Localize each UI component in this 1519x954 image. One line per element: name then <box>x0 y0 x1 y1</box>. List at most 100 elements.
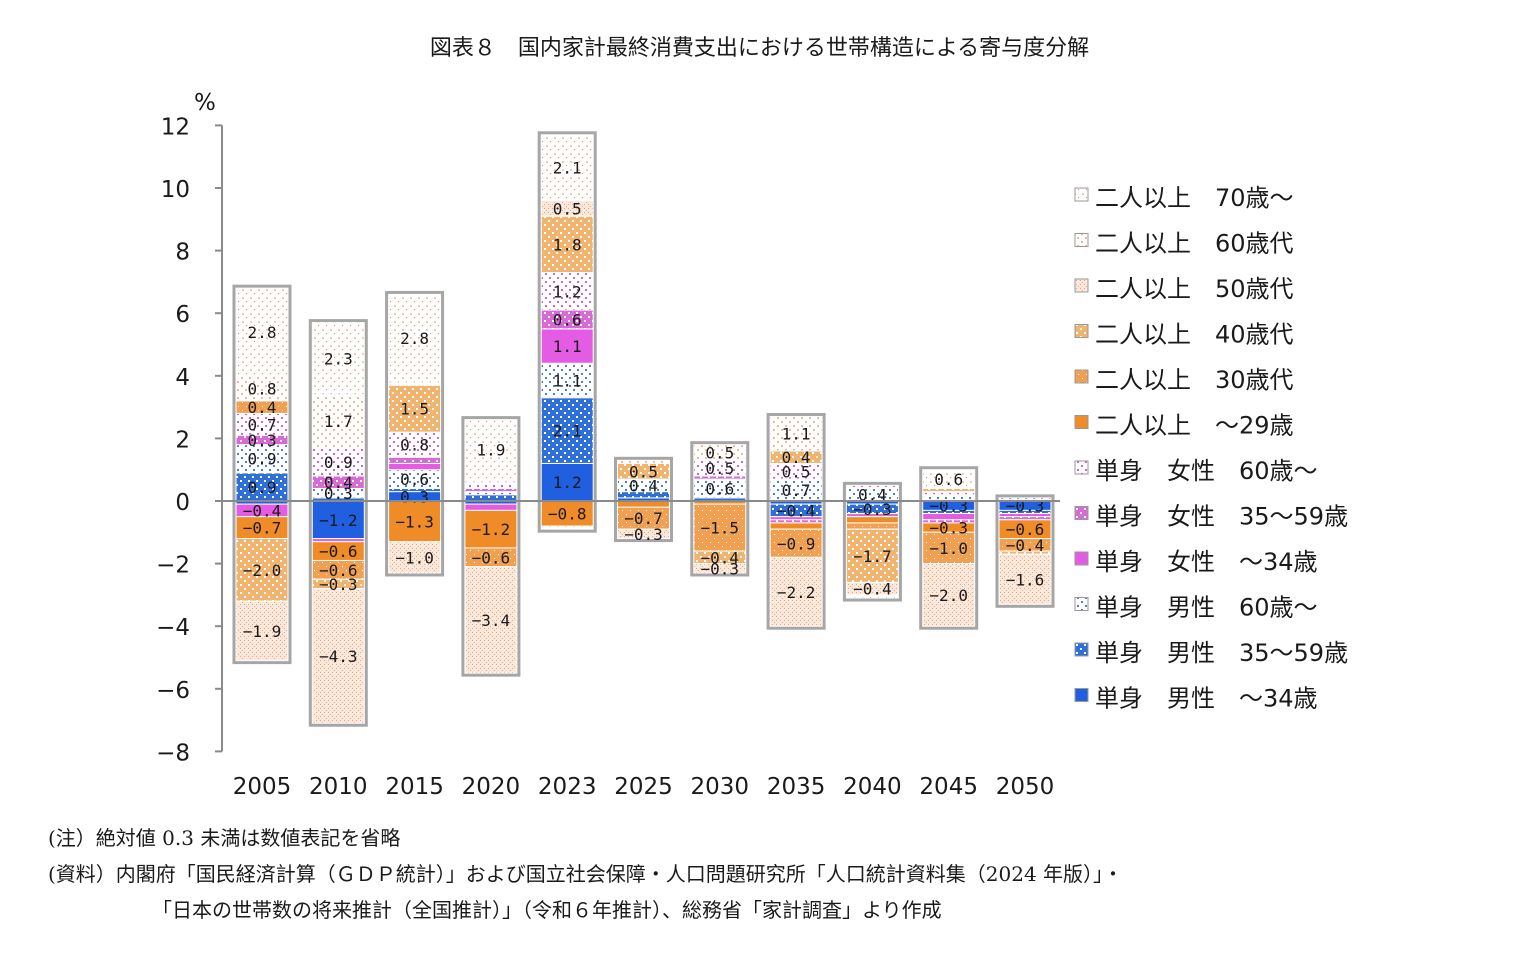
legend-swatch <box>1074 688 1089 702</box>
data-label: 2.1 <box>553 422 582 441</box>
x-tick-label: 2023 <box>538 774 597 800</box>
data-label: 0.3 <box>400 487 429 506</box>
bar-segment <box>388 456 442 464</box>
data-label: 0.6 <box>400 470 429 489</box>
x-tick-label: 2030 <box>691 774 750 800</box>
x-tick-label: 2050 <box>996 774 1055 800</box>
data-label: 0.8 <box>400 436 429 455</box>
bar-segment <box>845 594 899 599</box>
bar-outline <box>537 131 597 533</box>
bar-segment <box>540 500 594 527</box>
data-label: 0.4 <box>858 486 887 505</box>
bar-segment <box>693 444 747 461</box>
data-label: −0.4 <box>1006 536 1045 555</box>
legend-label: 二人以上 70歳～ <box>1095 184 1294 212</box>
y-tick-label: −4 <box>156 615 190 641</box>
x-tick-label: 2020 <box>462 774 521 800</box>
bar-outline <box>995 494 1055 608</box>
legend-swatch <box>1074 460 1089 475</box>
axis-layer: 2005 2010 2015 2020 2023 2025 2030 2035 2040 2045… <box>156 90 1060 800</box>
legend-swatch <box>1074 369 1089 384</box>
bar-segment <box>235 600 289 662</box>
data-label: 2.8 <box>248 323 277 342</box>
y-tick-label: 4 <box>175 365 190 391</box>
data-label: 0.5 <box>629 462 658 481</box>
data-label: −1.5 <box>701 519 740 538</box>
legend-label: 単身 男性 ～34歳 <box>1095 685 1318 713</box>
bar-outline <box>308 319 368 727</box>
bar-segment <box>769 415 823 452</box>
data-label: −1.6 <box>1006 570 1045 589</box>
bar-segment <box>235 472 289 502</box>
legend-label: 二人以上 40歳代 <box>1095 321 1294 349</box>
data-label: 0.7 <box>248 415 277 434</box>
bar-outline <box>385 290 445 577</box>
data-label: −0.3 <box>853 500 892 519</box>
bar-outline <box>766 412 826 630</box>
data-label: −0.4 <box>853 580 892 599</box>
legend-label: 単身 女性 ～34歳 <box>1095 548 1318 576</box>
legend-label: 二人以上 50歳代 <box>1095 275 1294 303</box>
legend-swatch <box>1074 415 1089 429</box>
y-tick-label: −6 <box>156 678 190 704</box>
data-label: 0.4 <box>324 473 353 492</box>
bar-segment <box>311 588 365 724</box>
x-tick-label: 2040 <box>843 774 902 800</box>
data-label: 0.6 <box>934 470 963 489</box>
bar-segment <box>540 328 594 364</box>
data-label: 2.3 <box>324 350 353 369</box>
data-label: 0.5 <box>705 459 734 478</box>
legend-label: 二人以上 ～29歳 <box>1095 412 1294 440</box>
x-tick-label: 2035 <box>767 774 826 800</box>
note-text: (注）絶対値 0.3 未満は数値表記を省略 <box>48 826 401 850</box>
legend-label: 単身 男性 35～59歳 <box>1095 639 1348 667</box>
bar-outline <box>461 416 521 677</box>
bar-segment <box>540 362 594 399</box>
legend-swatch <box>1074 597 1089 611</box>
bar-segment <box>235 287 289 377</box>
data-label: 0.3 <box>248 431 277 450</box>
legend-swatch <box>1074 551 1089 566</box>
y-tick-label: 6 <box>175 302 190 328</box>
data-label: 1.2 <box>553 473 582 492</box>
bar-segment <box>388 431 442 458</box>
y-tick-label: 8 <box>175 240 190 266</box>
bar-segment <box>769 556 823 627</box>
data-label: −0.8 <box>548 505 587 524</box>
source-text-line2: 「日本の世帯数の将来推計（全国推計）」（令和６年推計）、総務省「家計調査」より作… <box>152 898 942 922</box>
y-axis-unit: % <box>194 90 216 116</box>
x-tick-label: 2005 <box>233 774 292 800</box>
data-label: 1.8 <box>553 235 582 254</box>
bar-segment <box>388 541 442 574</box>
data-label: 1.7 <box>324 412 353 431</box>
bar-segment <box>922 531 976 565</box>
data-label: 0.9 <box>324 453 353 472</box>
bars-layer <box>232 131 1055 727</box>
data-label: −0.9 <box>777 534 816 553</box>
data-label: −1.3 <box>395 512 434 531</box>
data-label: −0.4 <box>777 501 816 520</box>
data-label: 1.5 <box>400 400 429 419</box>
bar-segment <box>540 134 594 202</box>
bar-segment <box>540 397 594 464</box>
y-tick-label: 0 <box>175 490 190 516</box>
bar-outline <box>690 441 750 577</box>
data-label: 1.2 <box>553 282 582 301</box>
data-label: −0.7 <box>243 519 282 538</box>
data-label: −1.2 <box>472 520 511 539</box>
bar-segment <box>388 462 442 471</box>
data-label: −1.2 <box>319 511 358 530</box>
y-tick-label: 2 <box>175 427 190 453</box>
bar-segment <box>998 553 1052 605</box>
bar-segment <box>235 538 289 602</box>
data-label: −0.7 <box>624 509 663 528</box>
y-tick-label: 12 <box>161 114 190 140</box>
data-label: −0.4 <box>701 548 740 567</box>
data-label: 0.6 <box>553 310 582 329</box>
data-label: 0.9 <box>248 478 277 497</box>
data-label: −0.6 <box>319 561 358 580</box>
legend-swatch <box>1074 278 1089 293</box>
bar-segment <box>693 563 747 574</box>
data-label: 0.5 <box>553 199 582 218</box>
